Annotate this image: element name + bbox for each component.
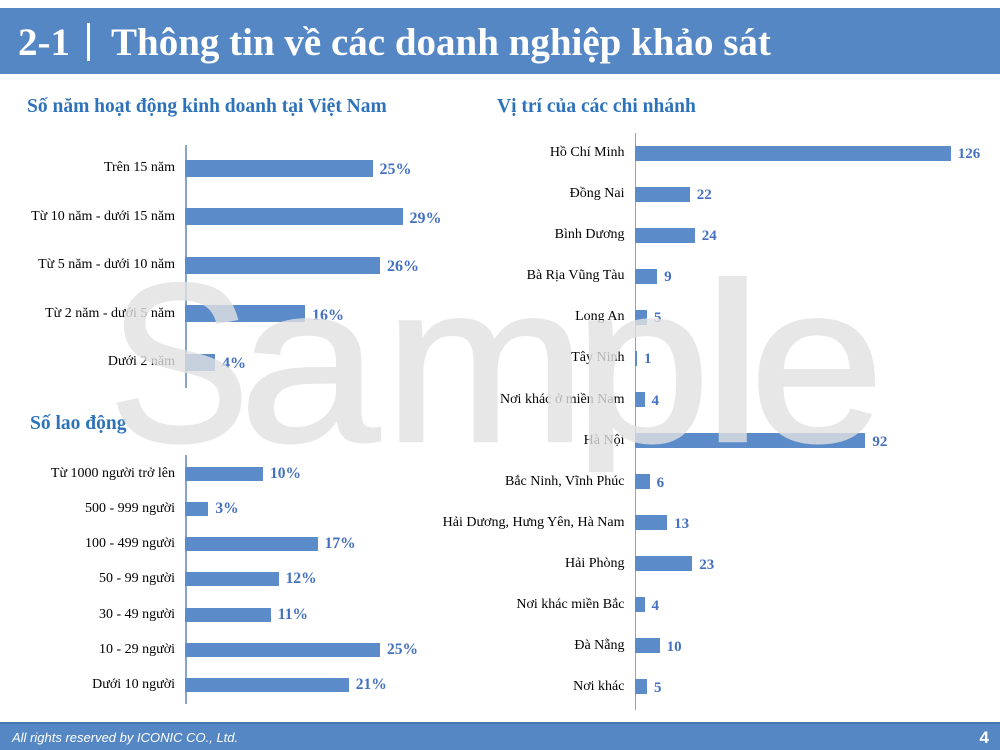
svg-text:p: p <box>574 237 711 472</box>
svg-text:l: l <box>701 237 764 472</box>
svg-text:m: m <box>384 236 587 472</box>
svg-text:a: a <box>239 237 380 472</box>
svg-text:e: e <box>749 237 884 472</box>
svg-text:S: S <box>109 238 250 472</box>
